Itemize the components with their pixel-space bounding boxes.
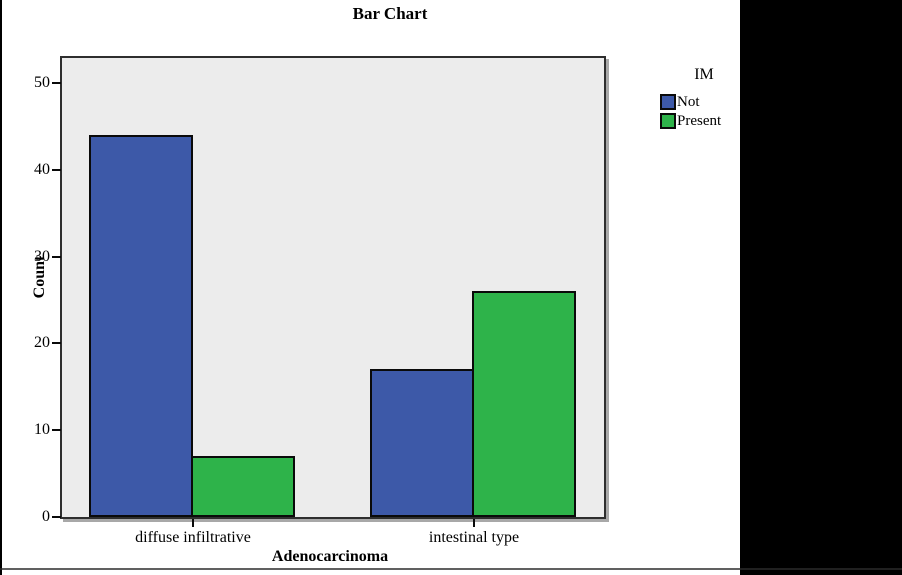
y-tick-mark-0 — [52, 516, 61, 518]
legend-item-not: Not — [660, 92, 740, 111]
x-tick-mark-diffuse-infiltrative — [192, 519, 194, 527]
legend-title: IM — [694, 66, 714, 83]
y-tick-label-10: 10 — [34, 421, 50, 439]
chart-title: Bar Chart — [352, 4, 428, 23]
scan-line-bottom — [0, 568, 902, 570]
legend-items: Not Present — [660, 92, 740, 130]
legend: IM Not Present — [660, 66, 740, 130]
bar-not-diffuse-infiltrative — [89, 135, 193, 517]
x-axis-title: Adenocarcinoma — [271, 548, 389, 565]
plot-area — [60, 56, 606, 519]
scan-black-block-right — [740, 0, 902, 575]
x-cat-label-intestinal-type: intestinal type — [428, 529, 520, 546]
y-tick-label-40: 40 — [34, 160, 50, 178]
legend-swatch-icon — [660, 93, 676, 110]
y-tick-label-20: 20 — [34, 334, 50, 352]
legend-swatch-icon — [660, 112, 676, 129]
legend-item-label: Present — [677, 112, 722, 129]
y-tick-mark-40 — [52, 168, 61, 171]
y-tick-label-50: 50 — [34, 74, 50, 92]
y-axis-title: Count — [31, 255, 48, 299]
bar-not-intestinal-type — [370, 369, 474, 517]
y-tick-mark-20 — [52, 342, 61, 345]
bar-present-intestinal-type — [472, 291, 576, 517]
y-tick-mark-10 — [52, 429, 61, 432]
legend-item-label: Not — [677, 93, 700, 110]
x-cat-label-diffuse-infiltrative: diffuse infiltrative — [135, 529, 251, 546]
y-tick-mark-30 — [52, 255, 61, 258]
y-tick-label-30: 30 — [34, 247, 50, 265]
y-tick-mark-50 — [52, 82, 61, 85]
bar-present-diffuse-infiltrative — [191, 456, 295, 517]
legend-item-present: Present — [660, 111, 740, 130]
y-tick-label-0: 0 — [42, 508, 50, 525]
x-tick-mark-intestinal-type — [473, 519, 475, 527]
scan-black-line-left — [0, 0, 2, 575]
